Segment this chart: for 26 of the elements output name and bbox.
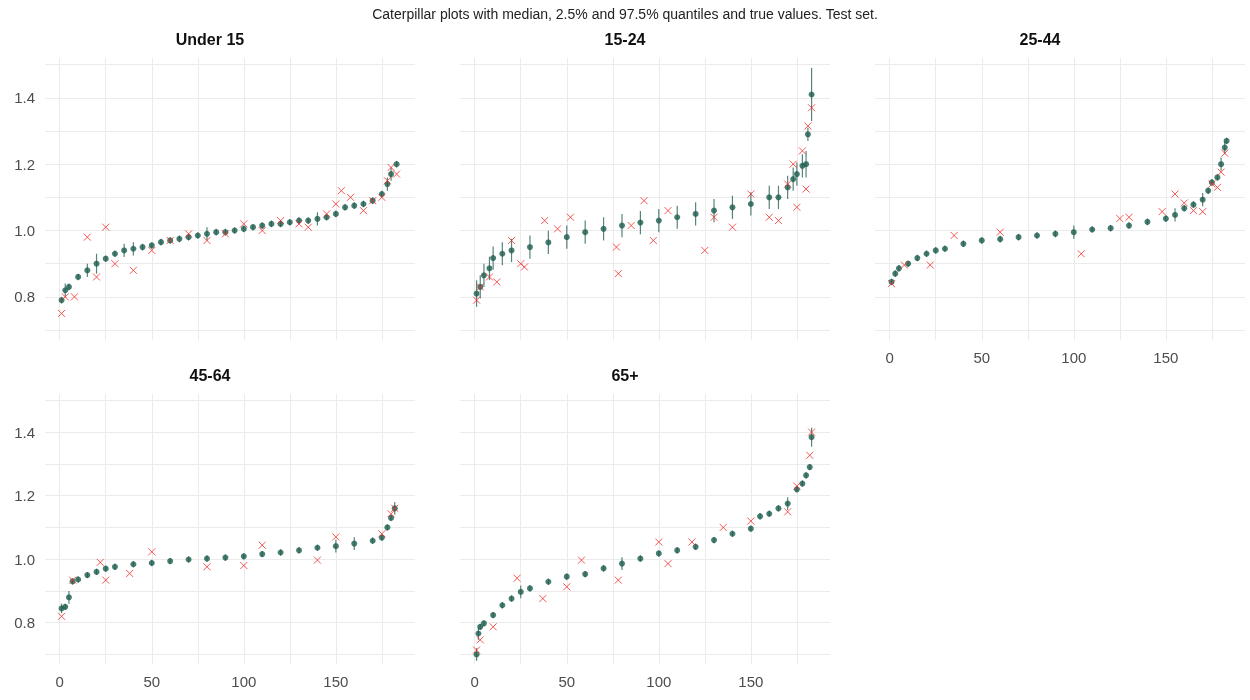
x-tick-label: 150	[1153, 349, 1179, 366]
y-tick-label: 1.4	[14, 89, 35, 107]
chart-title: 25-44	[1019, 30, 1061, 48]
x-tick-label: 100	[231, 673, 257, 690]
x-tick-label: 0	[470, 673, 479, 690]
x-tick-label: 0	[885, 349, 894, 366]
y-tick-label: 1.2	[14, 155, 35, 173]
x-tick-label: 150	[738, 673, 764, 690]
x-tick-label: 50	[558, 673, 576, 690]
x-tick-label: 0	[55, 673, 64, 690]
chart-title: Under 15	[175, 30, 245, 48]
x-tick-label: 50	[143, 673, 161, 690]
y-tick-label: 1.2	[14, 487, 35, 505]
x-tick-label: 100	[646, 673, 672, 690]
x-tick-label: 150	[323, 673, 349, 690]
chart-title: 65+	[611, 366, 639, 384]
x-tick-label: 50	[973, 349, 991, 366]
x-tick-label: 100	[1061, 349, 1087, 366]
text: Caterpillar plots with median, 2.5% and 97.5% quantiles and true values. Test set.	[371, 6, 879, 22]
y-tick-label: 1.0	[14, 550, 35, 568]
chart-title: 15-24	[604, 30, 646, 48]
y-tick-label: 1.4	[14, 423, 35, 441]
y-tick-label: 0.8	[14, 288, 35, 306]
y-tick-label: 0.8	[14, 614, 35, 632]
y-tick-label: 1.0	[14, 222, 35, 240]
chart-title: 45-64	[189, 366, 231, 384]
